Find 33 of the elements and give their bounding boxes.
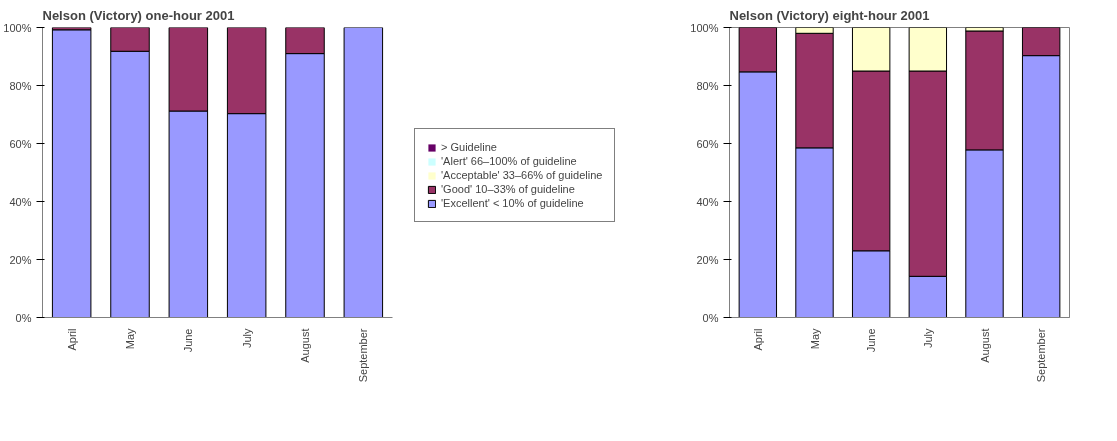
x-tick-label: May bbox=[808, 328, 821, 350]
y-tick-label: 40% bbox=[9, 195, 32, 208]
y-tick-label: 80% bbox=[9, 79, 32, 92]
y-tick-label: 0% bbox=[15, 311, 32, 324]
x-tick-label: April bbox=[751, 328, 764, 351]
legend-label: 'Alert' 66–100% of guideline bbox=[441, 155, 577, 167]
y-tick-label: 0% bbox=[702, 311, 719, 324]
y-tick-label: 80% bbox=[696, 79, 719, 92]
y-tick-label: 100% bbox=[3, 21, 32, 34]
legend-label: > Guideline bbox=[441, 141, 497, 153]
y-tick-label: 60% bbox=[696, 137, 719, 150]
bar bbox=[51, 29, 92, 318]
x-tick-label: June bbox=[865, 328, 878, 353]
chart-title: Nelson (Victory) one-hour 2001 bbox=[42, 7, 235, 23]
x-tick-label: May bbox=[124, 328, 136, 350]
x-tick-label: June bbox=[182, 328, 195, 353]
x-tick-label: July bbox=[240, 328, 253, 349]
legend-label: 'Good' 10–33% of guideline bbox=[441, 183, 575, 195]
chart-title: Nelson (Victory) eight-hour 2001 bbox=[729, 7, 930, 23]
x-tick-label: September bbox=[1035, 328, 1048, 383]
y-tick-label: 20% bbox=[696, 253, 719, 266]
y-tick-label: 40% bbox=[696, 195, 719, 208]
y-tick-label: 100% bbox=[690, 21, 719, 34]
x-tick-label: April bbox=[65, 328, 78, 351]
legend-label: 'Acceptable' 33–66% of guideline bbox=[441, 169, 603, 181]
x-tick-label: August bbox=[299, 328, 311, 363]
x-tick-label: July bbox=[921, 328, 934, 349]
y-tick-label: 20% bbox=[9, 253, 32, 266]
bar bbox=[343, 27, 384, 318]
y-tick-label: 60% bbox=[9, 137, 32, 150]
x-tick-label: August bbox=[978, 328, 991, 363]
x-tick-label: September bbox=[357, 328, 370, 383]
legend-label: 'Excellent' < 10% of guideline bbox=[441, 197, 584, 209]
